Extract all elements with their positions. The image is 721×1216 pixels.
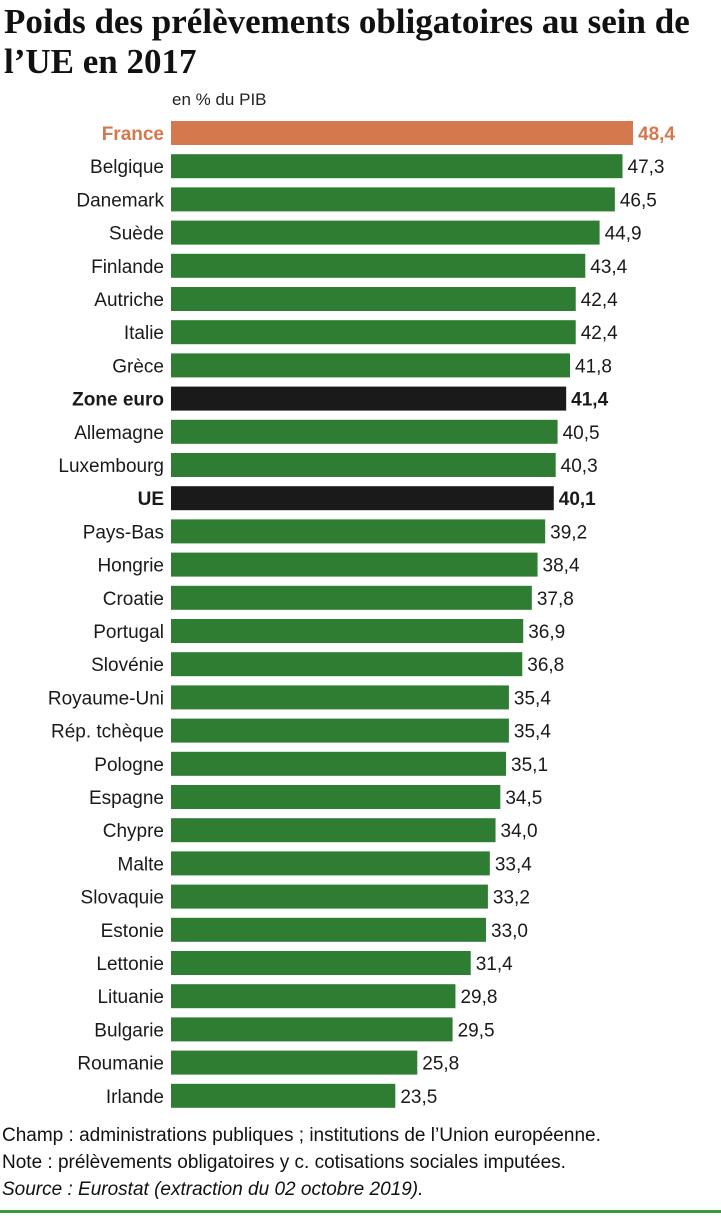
note-text: Note : prélèvements obligatoires y c. co… (2, 1152, 566, 1173)
category-label: Rép. tchèque (51, 722, 164, 743)
category-label: Espagne (89, 788, 164, 809)
value-label: 44,9 (605, 224, 642, 245)
value-label: 33,0 (491, 921, 528, 942)
value-label: 40,5 (563, 423, 600, 444)
category-label: Lettonie (96, 954, 164, 975)
value-label: 47,3 (628, 157, 665, 178)
bar (171, 585, 532, 610)
bar (171, 1050, 418, 1075)
value-label: 42,4 (581, 323, 618, 344)
value-label: 36,8 (527, 655, 564, 676)
category-label: Danemark (76, 190, 164, 211)
bar (171, 1083, 396, 1108)
value-label: 46,5 (620, 190, 657, 211)
value-label: 34,0 (501, 821, 538, 842)
category-label: Italie (124, 323, 164, 344)
category-label: Estonie (101, 921, 164, 942)
bar (171, 419, 558, 444)
bar (171, 386, 567, 411)
category-label: France (102, 124, 164, 145)
category-label: Finlande (91, 257, 164, 278)
category-label: Belgique (90, 157, 164, 178)
bar (171, 917, 486, 942)
category-label: Chypre (103, 821, 164, 842)
category-label: Irlande (106, 1087, 164, 1108)
category-label: Autriche (94, 290, 164, 311)
bar (171, 785, 501, 809)
bar (171, 121, 633, 145)
category-label: Slovaquie (81, 888, 164, 909)
category-label: Luxembourg (58, 456, 164, 477)
value-label: 29,8 (460, 987, 497, 1008)
bar (171, 951, 471, 975)
category-label: Malte (118, 854, 164, 875)
category-label: Pays-Bas (83, 522, 164, 543)
category-label: UE (138, 489, 164, 510)
category-label: Croatie (103, 589, 164, 610)
value-label: 35,4 (514, 722, 551, 743)
unit-label: en % du PIB (172, 90, 267, 109)
value-label: 29,5 (458, 1020, 495, 1041)
category-label: Portugal (93, 622, 164, 643)
bar (171, 519, 546, 544)
bar (171, 652, 523, 677)
bar (171, 187, 615, 212)
bar (171, 353, 570, 378)
value-label: 36,9 (528, 622, 565, 643)
bar (171, 1017, 453, 1042)
value-label: 31,4 (476, 954, 513, 975)
value-label: 37,8 (537, 589, 574, 610)
value-label: 33,4 (495, 854, 532, 875)
bar (171, 154, 623, 179)
bar (171, 320, 576, 345)
bar (171, 453, 556, 477)
bar (171, 818, 496, 843)
bar (171, 619, 524, 643)
value-label: 40,3 (561, 456, 598, 477)
category-label: Slovénie (91, 655, 164, 676)
bar (171, 751, 507, 776)
value-label: 41,8 (575, 356, 612, 377)
chart-title: Poids des prélèvements obligatoires au s… (4, 2, 690, 81)
value-label: 39,2 (550, 522, 587, 543)
bar (171, 884, 488, 909)
value-label: 23,5 (400, 1087, 437, 1108)
bar (171, 253, 586, 278)
value-label: 43,4 (590, 257, 627, 278)
bar (171, 486, 554, 511)
category-label: Suède (109, 224, 164, 245)
category-label: Pologne (94, 755, 164, 776)
category-label: Royaume-Uni (48, 688, 164, 709)
bar (171, 287, 576, 311)
bar (171, 851, 490, 876)
value-label: 40,1 (559, 489, 596, 510)
bar (171, 984, 456, 1009)
category-label: Allemagne (74, 423, 164, 444)
bar (171, 685, 509, 710)
footnotes: Champ : administrations publiques ; inst… (2, 1122, 718, 1203)
category-label: Roumanie (77, 1054, 164, 1075)
bar (171, 220, 600, 245)
category-label: Bulgarie (94, 1020, 164, 1041)
value-label: 38,4 (543, 556, 580, 577)
value-label: 25,8 (422, 1054, 459, 1075)
category-label: Lituanie (97, 987, 164, 1008)
bar (171, 552, 538, 577)
value-label: 33,2 (493, 888, 530, 909)
value-label: 35,4 (514, 688, 551, 709)
category-label: Hongrie (97, 556, 164, 577)
bottom-rule (0, 1210, 721, 1213)
value-label: 34,5 (505, 788, 542, 809)
category-label: Zone euro (72, 390, 164, 411)
value-label: 35,1 (511, 755, 548, 776)
value-label: 42,4 (581, 290, 618, 311)
source-note: Source : Eurostat (extraction du 02 octo… (2, 1179, 424, 1200)
value-label: 41,4 (571, 390, 608, 411)
bar-chart: France 48,4 Belgique 47,3 Danemark 46,5 Suède 4… (48, 121, 675, 1108)
category-label: Grèce (112, 356, 164, 377)
champ-note: Champ : administrations publiques ; inst… (2, 1125, 601, 1146)
value-label: 48,4 (638, 124, 675, 145)
bar (171, 718, 509, 743)
